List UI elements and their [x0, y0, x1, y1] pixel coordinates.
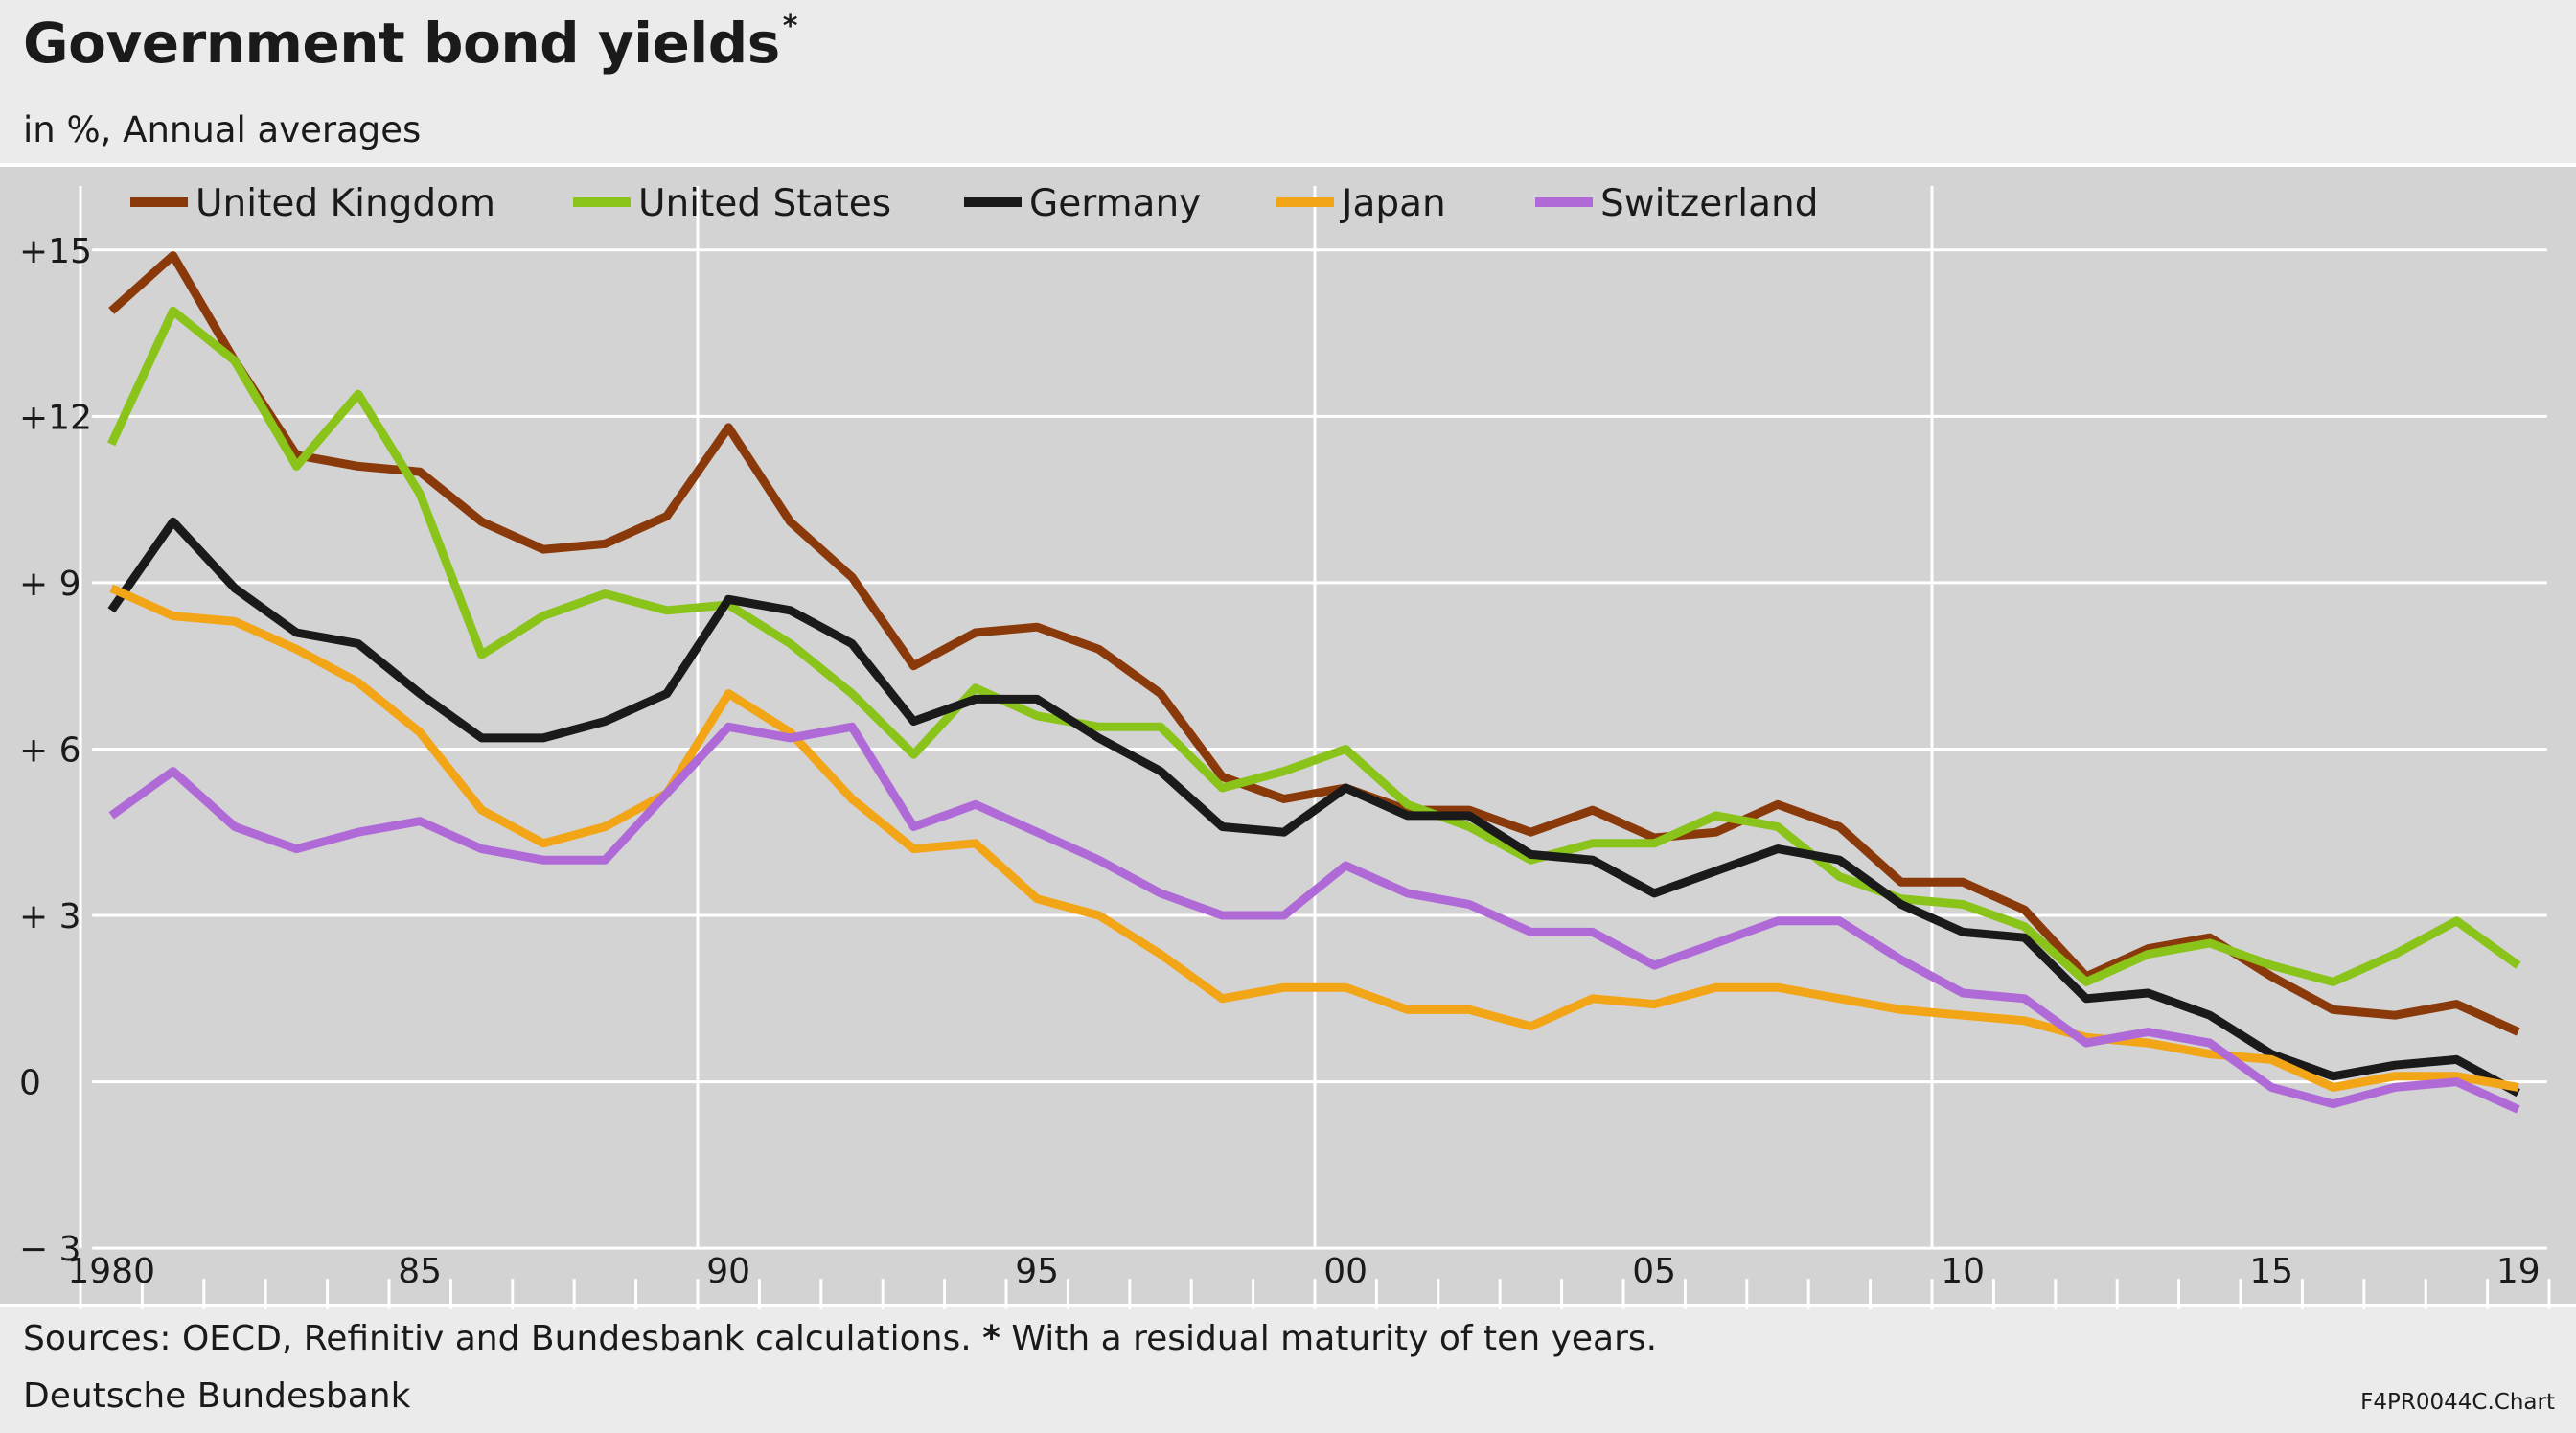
x-tick-label: 00	[1323, 1252, 1368, 1291]
x-tick-label: 10	[1941, 1252, 1985, 1291]
y-tick-label: + 9	[19, 565, 81, 604]
x-tick-label: 05	[1632, 1252, 1676, 1291]
legend-label-united-states: United States	[638, 182, 891, 225]
y-tick-label: +15	[19, 232, 92, 271]
page-title: Government bond yields *	[23, 10, 798, 76]
footer-sources: Sources: OECD, Refinitiv and Bundesbank …	[23, 1319, 1658, 1358]
y-tick-label: + 3	[19, 897, 81, 936]
chart-code: F4PR0044C.Chart	[2360, 1390, 2555, 1415]
series-line-germany	[107, 517, 2520, 1098]
plot-background	[0, 167, 2576, 1304]
x-tick-label: 19	[2496, 1252, 2541, 1291]
y-tick-label: +12	[19, 398, 92, 437]
footnote-marker: *	[982, 1319, 1000, 1358]
y-tick-label: + 6	[19, 730, 81, 770]
series-line-united-states	[107, 306, 2521, 986]
title-footnote-marker: *	[782, 10, 798, 43]
x-tick-label: 15	[2249, 1252, 2293, 1291]
legend: United Kingdom United States Germany Japan S…	[130, 182, 1819, 225]
grid	[79, 186, 2547, 1250]
x-tick-label: 90	[706, 1252, 750, 1291]
footnote-text: With a residual maturity of ten years.	[1011, 1319, 1658, 1358]
legend-label-switzerland: Switzerland	[1600, 182, 1819, 225]
footer-divider	[0, 1304, 2576, 1307]
legend-label-germany: Germany	[1029, 182, 1201, 225]
y-tick-label: 0	[19, 1064, 41, 1103]
x-tick-label: 1980	[67, 1252, 155, 1291]
legend-label-united-kingdom: United Kingdom	[196, 182, 495, 225]
series-line-switzerland	[108, 722, 2520, 1114]
header-divider	[0, 163, 2576, 167]
x-tick-label: 95	[1015, 1252, 1059, 1291]
x-tick-label: 85	[398, 1252, 442, 1291]
legend-label-japan: Japan	[1339, 182, 1446, 225]
y-tick-label: − 3	[19, 1230, 81, 1269]
series-line-united-kingdom	[108, 251, 2520, 1036]
page-subtitle: in %, Annual averages	[23, 109, 422, 150]
footer-publisher: Deutsche Bundesbank	[23, 1376, 411, 1416]
series-lines	[107, 251, 2521, 1114]
